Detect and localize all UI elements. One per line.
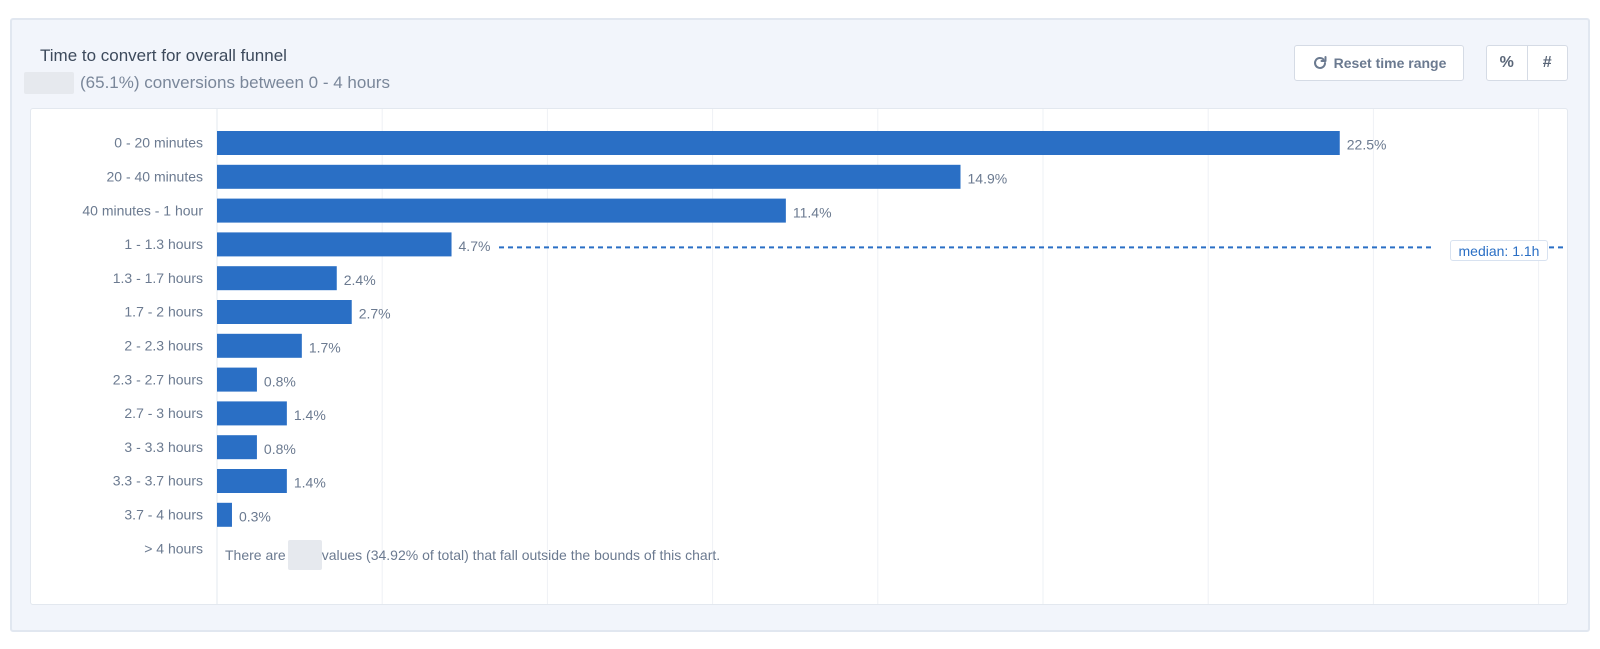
category-label: 3.3 - 3.7 hours — [113, 473, 203, 489]
category-label: 1.7 - 2 hours — [124, 304, 203, 320]
panel-subtitle: (65.1%) conversions between 0 - 4 hours — [24, 72, 390, 94]
bar-chart: 0 - 20 minutes 22.5% 20 - 40 minutes 14.9% 4… — [82, 109, 1565, 604]
redacted-count — [24, 72, 74, 94]
value-label: 11.4% — [793, 204, 832, 220]
percent-toggle-button[interactable]: % — [1499, 54, 1514, 71]
value-label: 1.4% — [294, 475, 326, 491]
median-label: median: 1.1h — [1450, 240, 1548, 261]
refresh-icon — [1313, 56, 1327, 69]
reset-time-range-button[interactable]: Reset time range — [1294, 45, 1464, 81]
count-toggle-button[interactable]: # — [1526, 46, 1568, 80]
category-label: 1.3 - 1.7 hours — [113, 270, 203, 286]
subtitle-text: (65.1%) conversions between 0 - 4 hours — [80, 73, 390, 92]
redacted-overflow-count — [287, 540, 322, 570]
bar[interactable] — [217, 435, 257, 460]
display-mode-toggle: % # — [1486, 45, 1568, 81]
overflow-category-label: > 4 hours — [144, 540, 203, 556]
overflow-note: There are values (34.92% of total) that … — [225, 540, 720, 570]
bar[interactable] — [217, 232, 452, 257]
value-label: 2.7% — [359, 306, 391, 322]
category-label: 2.7 - 3 hours — [124, 405, 203, 421]
bar[interactable] — [217, 266, 337, 291]
bar[interactable] — [217, 502, 232, 527]
bar[interactable] — [217, 367, 257, 392]
bar[interactable] — [217, 469, 287, 493]
bar[interactable] — [217, 300, 352, 324]
value-label: 22.5% — [1347, 137, 1387, 153]
overflow-note-suffix: values (34.92% of total) that fall outsi… — [321, 547, 721, 563]
value-label: 14.9% — [968, 171, 1008, 187]
chart-area: 0 - 20 minutes 22.5% 20 - 40 minutes 14.9% 4… — [30, 108, 1568, 605]
reset-time-range-label: Reset time range — [1333, 55, 1447, 71]
bar[interactable] — [217, 401, 287, 426]
category-label: 0 - 20 minutes — [114, 135, 203, 151]
value-label: 0.8% — [264, 373, 296, 389]
panel-title: Time to convert for overall funnel — [40, 46, 287, 65]
bar[interactable] — [217, 198, 786, 223]
category-label: 2 - 2.3 hours — [124, 338, 203, 354]
value-label: 0.8% — [264, 441, 296, 457]
category-label: 2.3 - 2.7 hours — [113, 371, 203, 387]
value-label: 0.3% — [239, 509, 271, 525]
bar[interactable] — [217, 333, 302, 358]
category-label: 3.7 - 4 hours — [124, 507, 203, 523]
overflow-note-prefix: There are — [225, 547, 286, 563]
value-label: 4.7% — [459, 238, 491, 254]
funnel-time-to-convert-panel: Time to convert for overall funnel (65.1… — [10, 18, 1590, 632]
bar[interactable] — [217, 164, 961, 189]
value-label: 1.4% — [294, 407, 326, 423]
value-label: 1.7% — [309, 340, 341, 356]
bar[interactable] — [217, 131, 1340, 155]
category-label: 40 minutes - 1 hour — [82, 202, 203, 218]
category-label: 1 - 1.3 hours — [124, 236, 203, 252]
category-label: 3 - 3.3 hours — [124, 439, 203, 455]
value-label: 2.4% — [344, 272, 376, 288]
category-label: 20 - 40 minutes — [107, 169, 204, 185]
